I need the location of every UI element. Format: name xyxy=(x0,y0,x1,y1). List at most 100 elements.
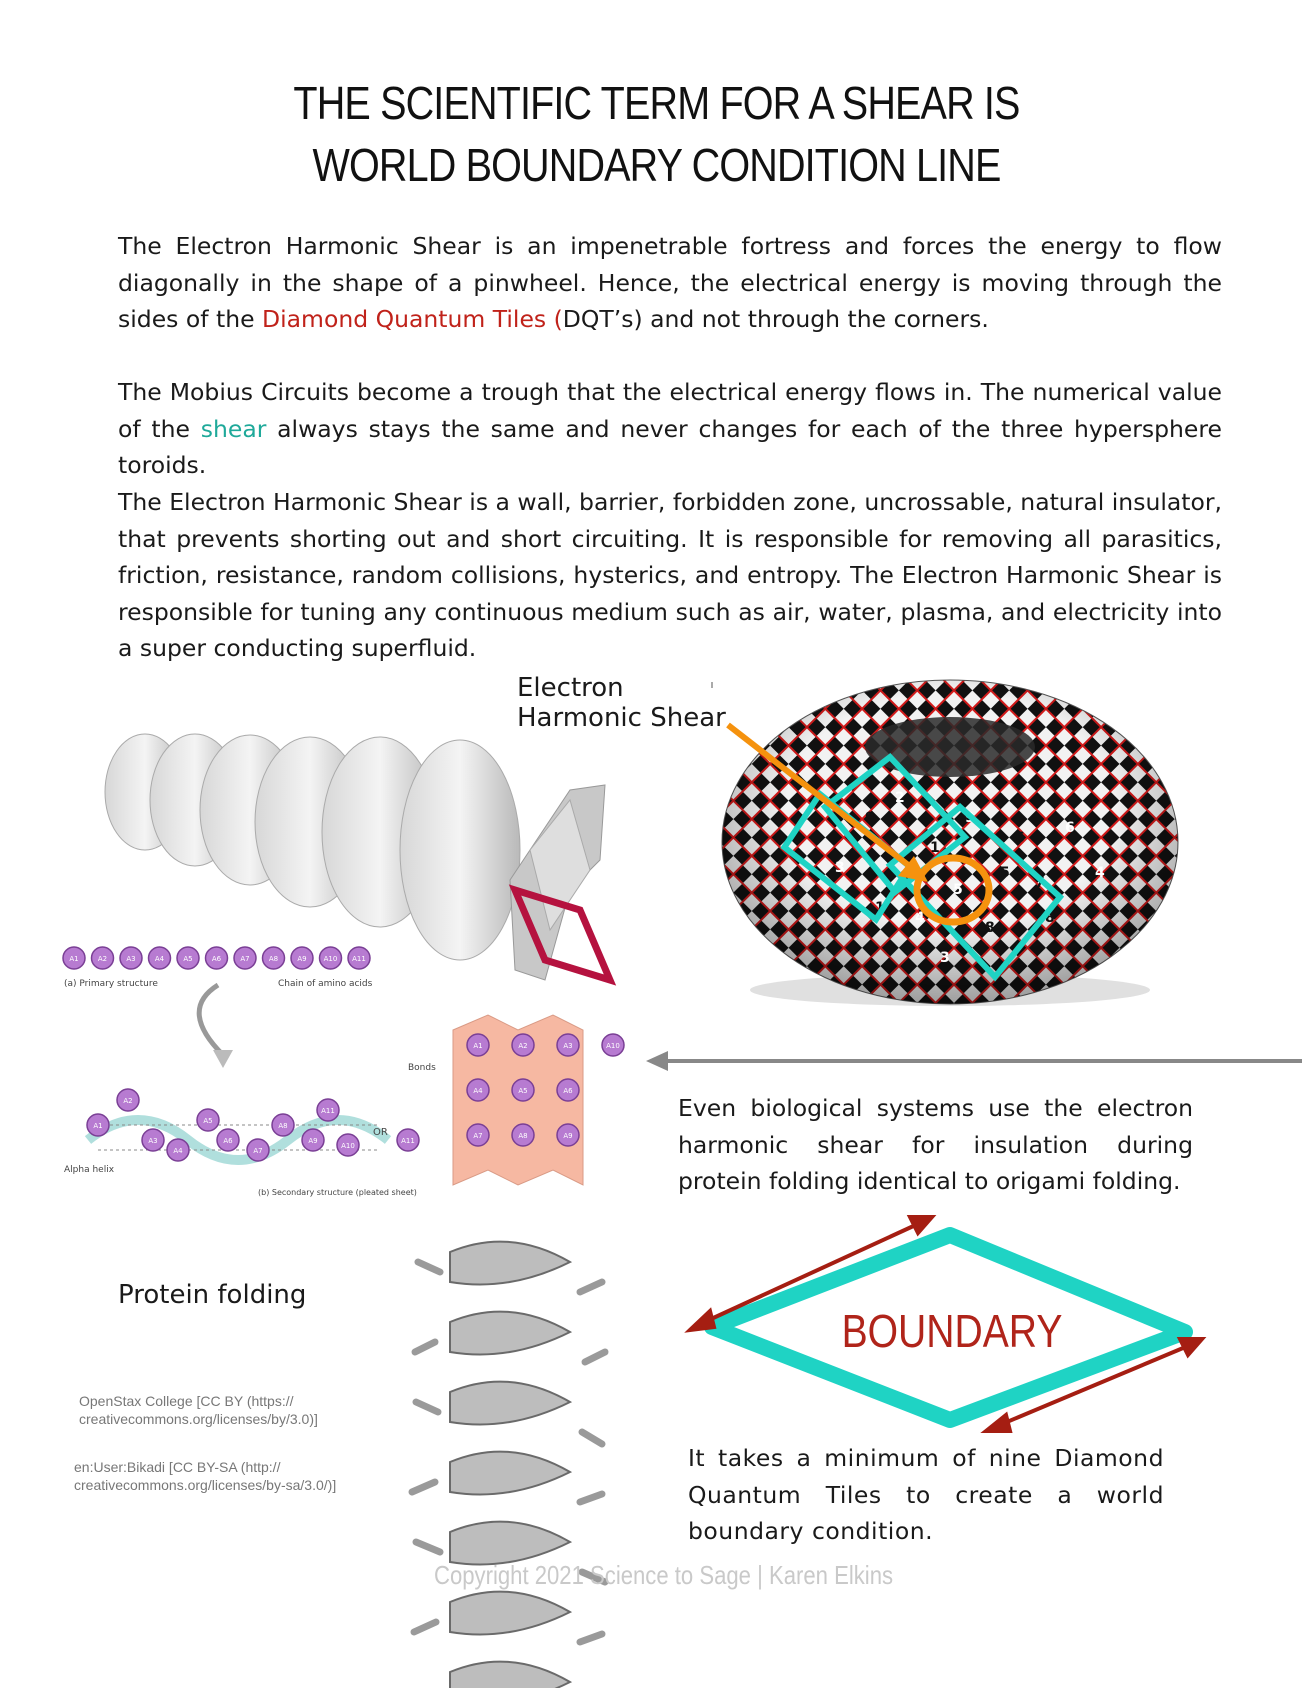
alpha-helix-label: Alpha helix xyxy=(64,1165,115,1175)
paragraph-1-text: The Electron Harmonic Shear is an impene… xyxy=(118,232,1222,333)
primary-structure-chain: A1 A2 A3 A4 A5 A6 A7 A8 A9 A10 A11 xyxy=(62,946,371,970)
shear-label-line-1: Electron xyxy=(517,673,624,703)
origami-fold-illustration xyxy=(104,733,617,986)
primary-residue-label: A2 xyxy=(98,955,107,963)
torus-number: 7 xyxy=(1035,875,1045,891)
torus-number: 5 xyxy=(1000,865,1010,881)
helix-residue: A5 xyxy=(196,1108,220,1132)
page-title: THE SCIENTIFIC TERM FOR A SHEAR IS WORLD… xyxy=(92,72,1221,196)
torus-number: 6 xyxy=(1065,820,1075,836)
protein-folding-label: Protein folding xyxy=(118,1280,307,1310)
paragraph-insulator: The Electron Harmonic Shear is a wall, b… xyxy=(118,488,1222,662)
torus-number: 3 xyxy=(835,860,845,876)
fold-arrow xyxy=(196,982,225,1057)
sheet-residue: A11 xyxy=(396,1128,420,1152)
primary-residue: A4 xyxy=(147,946,172,970)
helix-residue: A4 xyxy=(166,1138,190,1162)
helix-residue: A1 xyxy=(86,1113,110,1137)
helix-residue: A8 xyxy=(271,1113,295,1137)
helix-ribbon xyxy=(449,1240,573,1688)
paragraph-2-text: The Mobius Circuits become a trough that… xyxy=(118,378,1222,443)
sheet-residue: A2 xyxy=(511,1033,535,1057)
footer-copyright: Copyright 2021 Science to Sage | Karen E… xyxy=(434,1560,894,1590)
openstax-credit: OpenStax College [CC BY (https:// creati… xyxy=(79,1393,318,1427)
sheet-residue: A4 xyxy=(466,1078,490,1102)
sheet-residue: A6 xyxy=(556,1078,580,1102)
helix-residue-label: A2 xyxy=(123,1097,132,1105)
sheet-residue-label: A9 xyxy=(563,1132,572,1140)
helix-residue: A6 xyxy=(216,1128,240,1152)
helix-residue: A2 xyxy=(116,1088,140,1112)
bonds-label: Bonds xyxy=(408,1063,436,1073)
sheet-residue-label: A3 xyxy=(563,1042,572,1050)
biology-caption: Even biological systems use the electron… xyxy=(678,1094,1193,1195)
boundary-label: BOUNDARY xyxy=(842,1306,1063,1358)
torus-number: 3 xyxy=(940,950,950,966)
torus-number: 1 xyxy=(930,840,940,856)
helix-residue-label: A6 xyxy=(223,1137,233,1145)
paragraph-pinwheel: The Electron Harmonic Shear is an impene… xyxy=(118,228,1222,338)
torus-number: 6 xyxy=(1015,830,1025,846)
shear-diamond-outline xyxy=(508,884,617,986)
torus-hole xyxy=(865,717,1035,777)
torus-number: 2 xyxy=(895,790,905,806)
primary-residue: A8 xyxy=(261,946,286,970)
paragraph-1-text-end: DQT’s) and not through the corners. xyxy=(562,305,989,333)
primary-residue-label: A1 xyxy=(69,955,78,963)
sheet-residue-label: A8 xyxy=(518,1132,527,1140)
helix-residue-label: A5 xyxy=(203,1117,212,1125)
helix-residue: A10 xyxy=(336,1133,360,1157)
helix-residue-label: A7 xyxy=(253,1147,262,1155)
protein-helix-rendering xyxy=(408,1240,609,1688)
sheet-residue: A5 xyxy=(511,1078,535,1102)
helix-residue: A3 xyxy=(141,1128,165,1152)
sheet-residue-label: A4 xyxy=(473,1087,483,1095)
helix-residue-label: A1 xyxy=(93,1122,102,1130)
protein-structure-diagram: A1 A2 A3 A4 A5 A6 A7 A8 A9 A10 A11 (a) Primary str… xyxy=(62,946,625,1197)
primary-residue: A6 xyxy=(204,946,229,970)
sheet-residue-label: A10 xyxy=(606,1042,620,1050)
torus-number: 8 xyxy=(1045,910,1055,926)
helix-residue-label: A10 xyxy=(341,1142,355,1150)
origami-segments xyxy=(104,733,606,981)
boundary-diagram: BOUNDARY xyxy=(684,1215,1207,1433)
or-label: OR xyxy=(373,1127,388,1138)
primary-residue: A1 xyxy=(62,946,86,970)
primary-residue-label: A7 xyxy=(240,955,249,963)
primary-residue: A10 xyxy=(318,946,343,970)
bikadi-credit: en:User:Bikadi [CC BY-SA (http:// creati… xyxy=(74,1459,337,1493)
helix-side-chains xyxy=(408,1258,609,1646)
sheet-residue-label: A1 xyxy=(473,1042,482,1050)
torus-number: 9 xyxy=(865,810,875,826)
sheet-residue: A10 xyxy=(601,1033,625,1057)
helix-residue-label: A9 xyxy=(308,1137,317,1145)
primary-residue: A3 xyxy=(119,946,143,970)
sheet-residue: A1 xyxy=(466,1033,490,1057)
primary-residue-label: A11 xyxy=(352,955,366,963)
boundary-flow-arrows xyxy=(684,1215,1207,1433)
sheet-residue-label: A6 xyxy=(563,1087,573,1095)
nine-tiles-caption: It takes a minimum of nine Diamond Quant… xyxy=(688,1444,1164,1545)
torus-number: 5 xyxy=(953,882,963,898)
primary-residue-label: A3 xyxy=(126,955,135,963)
shear-label-line-2: Harmonic Shear xyxy=(517,703,726,733)
primary-residue: A2 xyxy=(90,946,115,970)
sheet-residue-label: A2 xyxy=(518,1042,527,1050)
sheet-residue: A9 xyxy=(556,1123,580,1147)
title-line-1: THE SCIENTIFIC TERM FOR A SHEAR IS xyxy=(293,77,1020,129)
helix-residue-label: A4 xyxy=(173,1147,183,1155)
primary-residue-label: A4 xyxy=(155,955,165,963)
paragraph-mobius: The Mobius Circuits become a trough that… xyxy=(118,374,1222,484)
alpha-helix: A1 A2 A3 A4 A5 A6 A7 A8 A9 A10 A11 xyxy=(84,1088,392,1165)
sheet-residue: A7 xyxy=(466,1123,490,1147)
torus-number: 8 xyxy=(985,920,995,936)
primary-residue: A11 xyxy=(347,946,371,970)
sheet-residue-label: A7 xyxy=(473,1132,482,1140)
primary-residue-label: A8 xyxy=(269,955,278,963)
primary-residue-label: A6 xyxy=(212,955,222,963)
helix-residue-label: A3 xyxy=(148,1137,157,1145)
torus-number: 4 xyxy=(1095,865,1105,881)
title-line-2: WORLD BOUNDARY CONDITION LINE xyxy=(312,139,1002,191)
